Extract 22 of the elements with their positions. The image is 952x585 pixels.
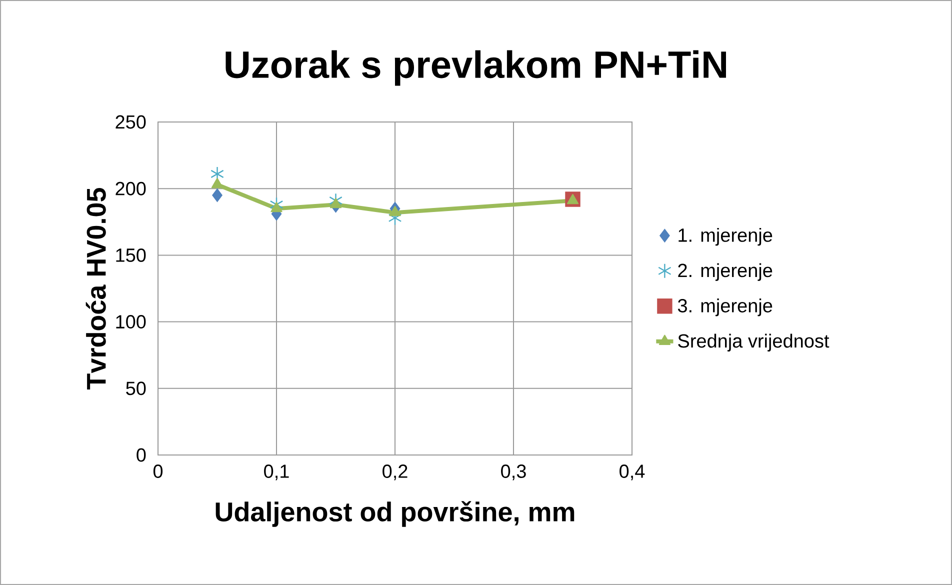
x-tick-label: 0,1 — [264, 464, 289, 480]
point — [389, 206, 401, 216]
chart-title: Uzorak s prevlakom PN+TiN — [226, 50, 726, 86]
legend-label: 1. mjerenje — [678, 228, 772, 246]
point — [270, 202, 282, 212]
point — [212, 188, 222, 202]
x-tick-label: 0 — [153, 464, 163, 478]
y-tick-label: 50 — [126, 382, 146, 396]
y-tick-label: 0 — [136, 448, 146, 462]
x-axis-title: Udaljenost od površine, mm — [216, 501, 574, 527]
point — [330, 198, 342, 208]
x-tick-label: 0,3 — [501, 464, 526, 480]
y-axis-title: Tvrdoća HV0.05 — [86, 188, 106, 390]
x-tick-label: 0,4 — [620, 464, 645, 480]
y-tick-label: 250 — [116, 115, 146, 129]
legend-label: Srednja vrijednost — [678, 334, 830, 352]
y-tick-label: 200 — [116, 182, 146, 196]
legend-label: 2. mjerenje — [678, 263, 772, 281]
x-tick-label: 0,2 — [382, 464, 408, 480]
y-tick-label: 100 — [116, 315, 146, 329]
y-tick-label: 150 — [116, 248, 146, 262]
legend-label: 3. mjerenje — [678, 298, 772, 316]
